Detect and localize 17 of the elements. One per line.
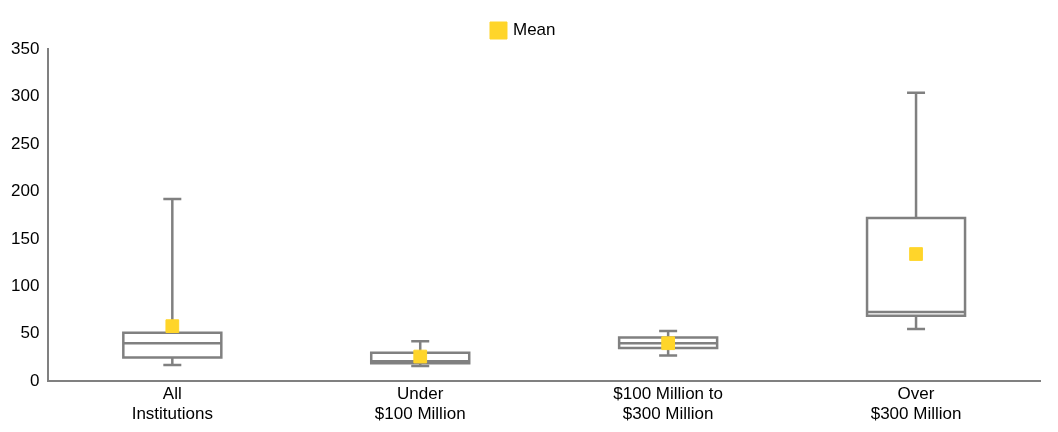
point — [909, 247, 923, 261]
point — [413, 349, 428, 364]
y-tick-label: 100 — [10, 275, 40, 295]
x-tick-label: Under $100 Million — [374, 384, 466, 424]
y-tick-label: 0 — [29, 370, 40, 390]
legend-label: Mean — [512, 20, 556, 40]
point — [165, 319, 180, 334]
y-tick-label: 150 — [10, 228, 40, 248]
y-tick-label: 250 — [10, 133, 40, 153]
point — [661, 336, 675, 351]
y-tick-label: 350 — [10, 38, 40, 58]
x-tick-label: All Institutions — [131, 384, 213, 424]
y-tick-label: 300 — [10, 86, 40, 106]
x-tick-label: $100 Million to $300 Million — [613, 384, 723, 424]
y-tick-label: 50 — [20, 323, 40, 343]
y-tick-label: 200 — [10, 181, 40, 201]
x-tick-label: Over $300 Million — [870, 384, 962, 424]
